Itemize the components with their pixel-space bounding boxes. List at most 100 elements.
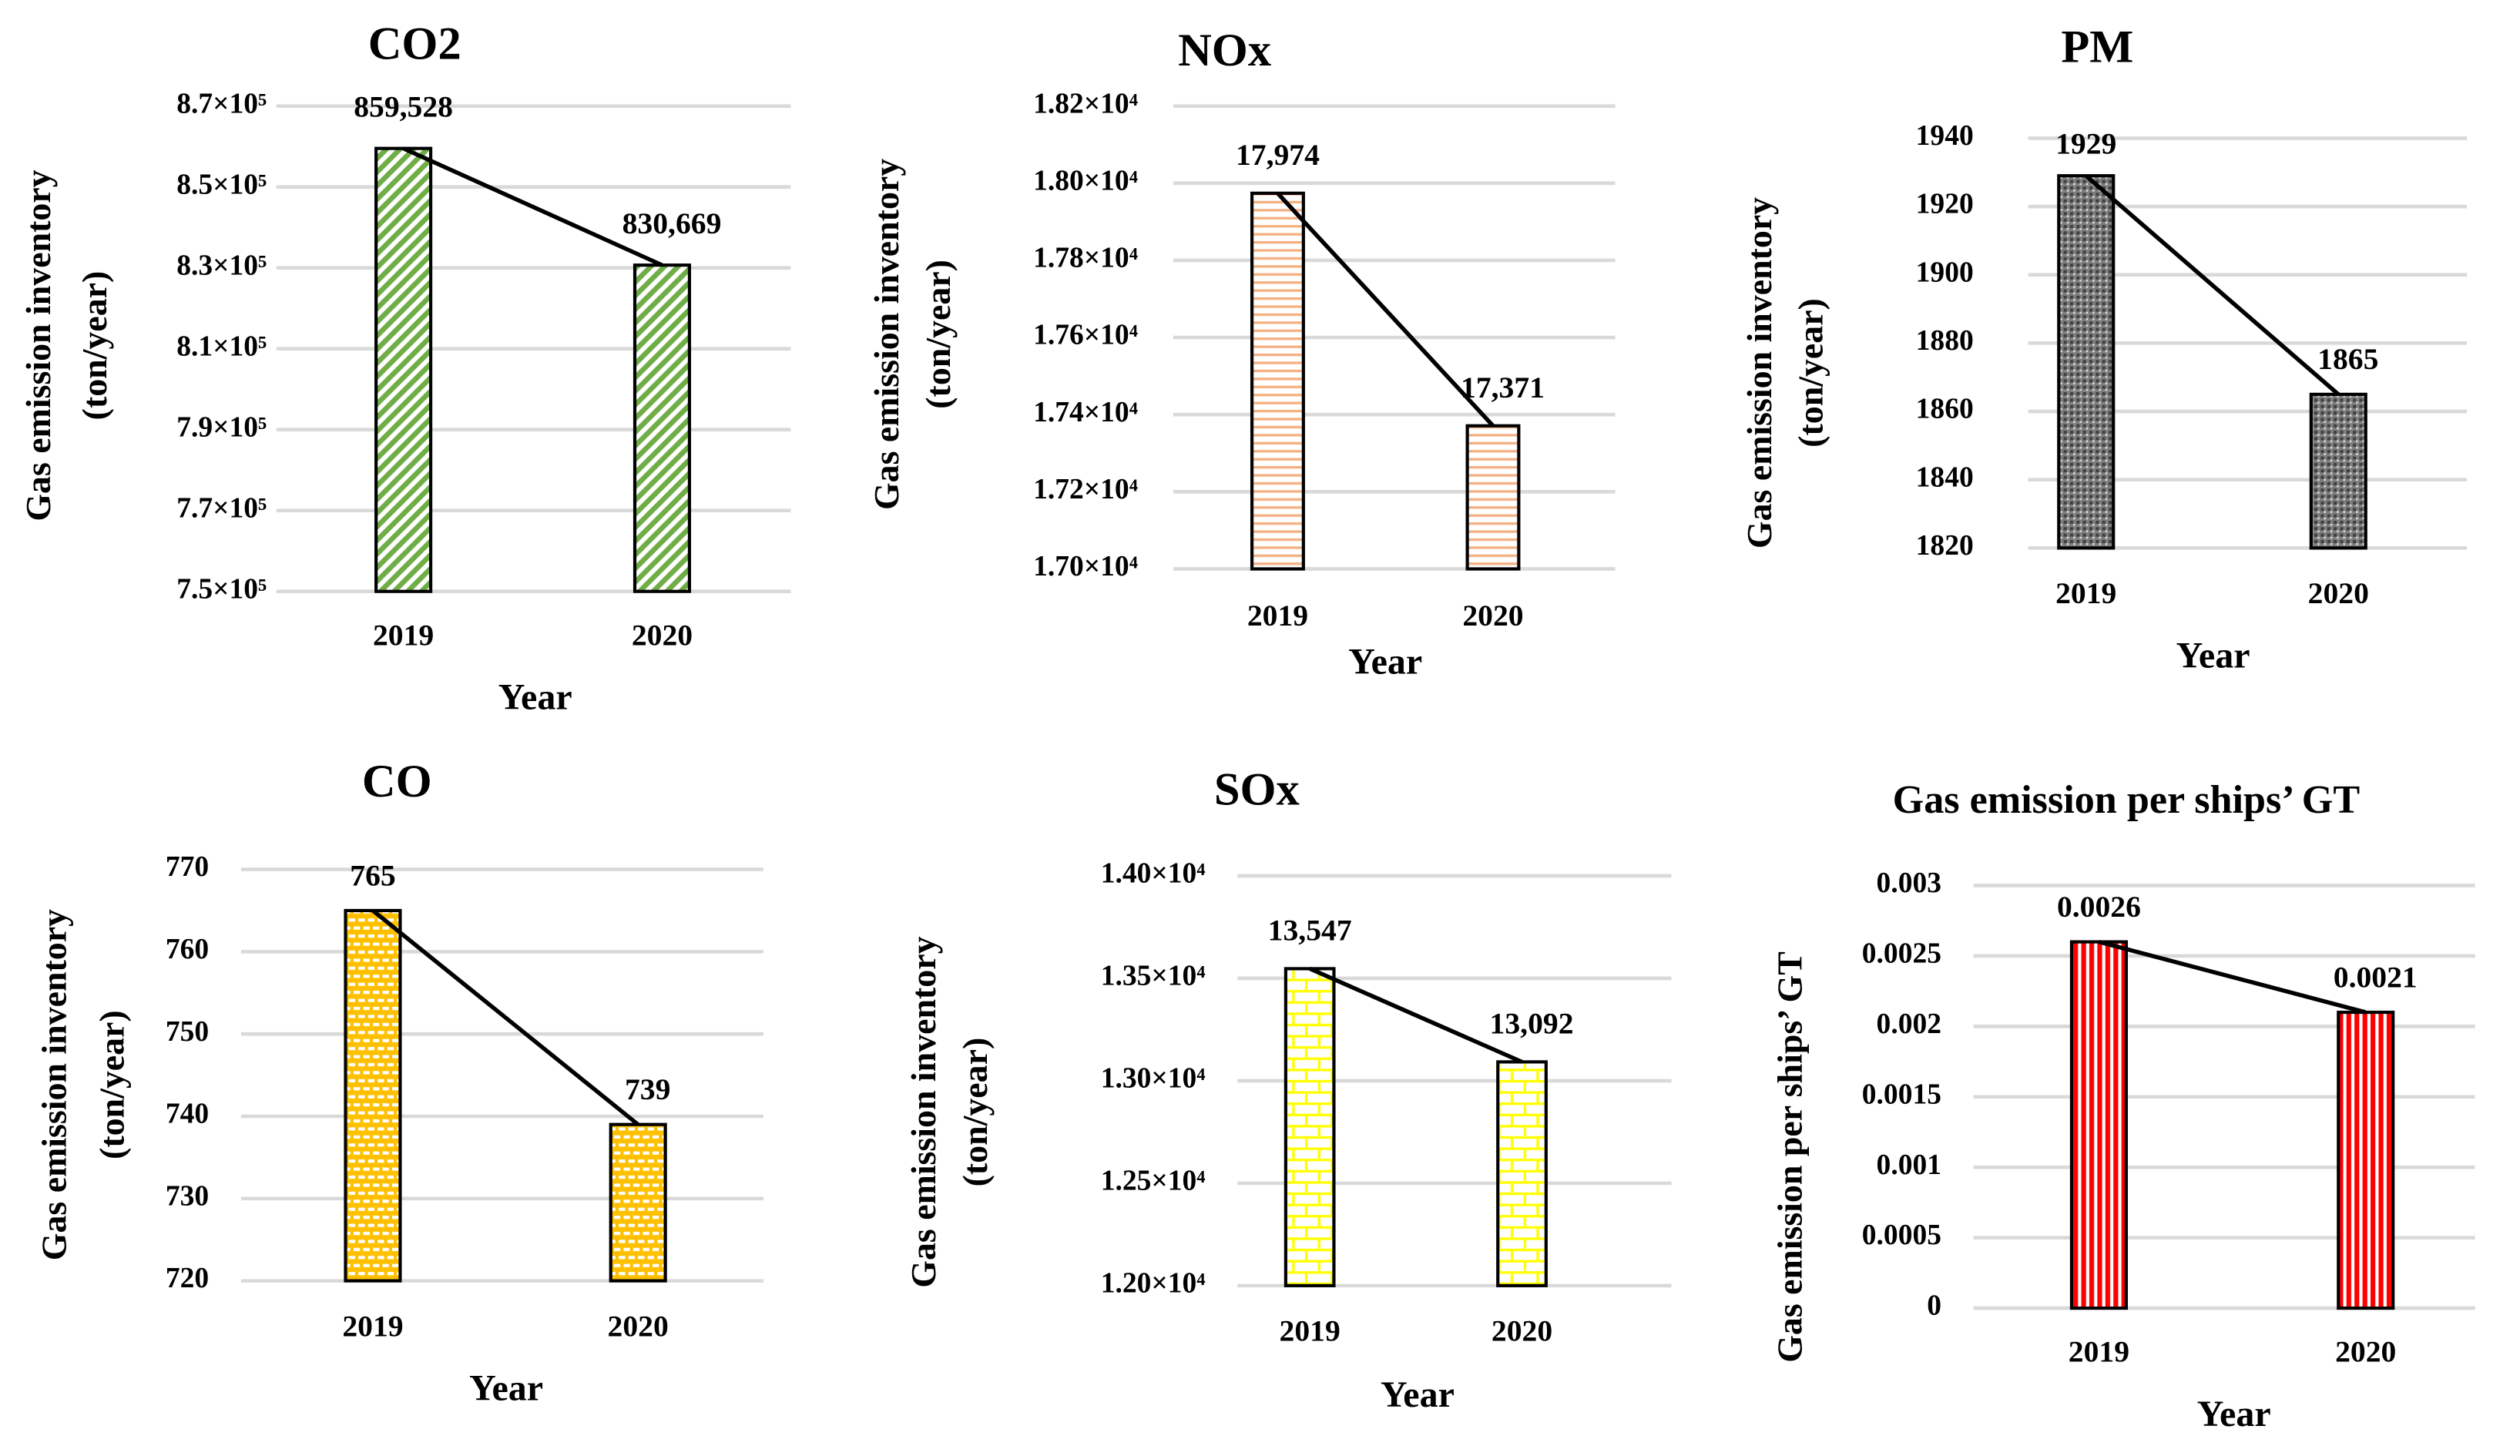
chart-pm: PM 1820 1840 1860 1880 1900 1920 1940 2019 2020 19… [1740, 22, 2468, 676]
x-axis-title: Year [469, 1368, 543, 1409]
y-tick-label: 1.74×10⁴ [1033, 397, 1138, 428]
y-axis-title: (ton/year) [1791, 298, 1830, 448]
y-tick-label: 1880 [1916, 325, 1974, 357]
data-label: 0.0021 [2334, 960, 2418, 994]
y-tick-label: 1.20×10⁴ [1101, 1267, 1206, 1299]
y-tick-label: 0.0015 [1862, 1079, 1941, 1110]
x-axis-title: Year [498, 677, 572, 718]
y-axis-title: (ton/year) [92, 1010, 132, 1159]
x-tick-label: 2020 [2335, 1335, 2396, 1369]
y-tick-label: 760 [166, 934, 209, 965]
y-tick-label: 7.5×10⁵ [176, 573, 267, 605]
x-tick-label: 2020 [632, 618, 693, 652]
x-tick-label: 2019 [373, 618, 434, 652]
y-tick-label: 8.7×10⁵ [176, 88, 267, 119]
data-label: 859,528 [354, 90, 453, 124]
y-tick-label: 8.3×10⁵ [176, 250, 267, 281]
y-axis-title: Gas emission inventory [904, 936, 943, 1287]
x-tick-label: 2020 [1492, 1314, 1552, 1348]
x-tick-label: 2020 [1462, 599, 1523, 632]
y-tick-label: 1.30×10⁴ [1101, 1063, 1206, 1095]
trend-line [402, 146, 663, 267]
bar-2019 [2057, 174, 2116, 550]
chart-title: NOx [1178, 25, 1271, 76]
trend-line [1309, 966, 1523, 1064]
y-tick-label: 1.70×10⁴ [1033, 551, 1138, 582]
data-label: 17,974 [1236, 138, 1320, 172]
chart-title: SOx [1214, 763, 1300, 815]
bar-2020 [1496, 1060, 1548, 1287]
y-axis-title: (ton/year) [955, 1038, 995, 1187]
y-tick-label: 770 [166, 851, 209, 883]
y-tick-label: 8.5×10⁵ [176, 169, 267, 200]
bar-2020 [609, 1122, 667, 1283]
y-tick-label: 1.40×10⁴ [1101, 858, 1206, 890]
y-tick-label: 7.7×10⁵ [176, 492, 267, 524]
x-tick-label: 2020 [608, 1309, 669, 1343]
data-label: 1929 [2055, 127, 2116, 161]
trend-line [1276, 191, 1495, 428]
y-tick-label: 730 [166, 1180, 209, 1212]
data-label: 1865 [2317, 342, 2378, 376]
bar-2020 [2337, 1010, 2395, 1310]
x-tick-label: 2019 [2055, 576, 2116, 610]
y-tick-label: 740 [166, 1099, 209, 1130]
x-tick-label: 2019 [1280, 1314, 1341, 1348]
y-axis-title: (ton/year) [75, 271, 114, 421]
trend-line [2098, 939, 2367, 1015]
y-tick-label: 0.002 [1877, 1008, 1941, 1040]
bar-2019 [1283, 967, 1336, 1287]
trend-line [2084, 174, 2340, 396]
chart-co2: CO2 7.5×10⁵ 7.7×10⁵ 7.9×10⁵ 8.1×10⁵ 8.3×10⁵ 8.… [18, 18, 791, 718]
x-tick-label: 2019 [342, 1309, 403, 1343]
y-axis-title: Gas emission inventory [18, 169, 58, 521]
data-label: 0.0026 [2057, 890, 2141, 924]
y-tick-label: 0.003 [1877, 867, 1941, 899]
y-tick-label: 1.82×10⁴ [1033, 88, 1138, 119]
y-tick-label: 1.76×10⁴ [1033, 320, 1138, 351]
y-tick-label: 0.0005 [1862, 1219, 1941, 1251]
y-axis-title: Gas emission per ships’ GT [1770, 951, 1810, 1363]
y-tick-label: 720 [166, 1263, 209, 1294]
y-tick-label: 1.78×10⁴ [1033, 243, 1138, 274]
bar-2020 [1465, 424, 1521, 571]
bar-2019 [374, 146, 433, 593]
chart-gt: Gas emission per ships’ GT 0 0.0005 0.001 0.… [1770, 778, 2475, 1434]
x-tick-label: 2019 [2069, 1335, 2129, 1369]
chart-title: CO2 [368, 18, 461, 69]
y-tick-label: 1860 [1916, 394, 1974, 425]
y-tick-label: 0 [1927, 1290, 1941, 1322]
y-tick-label: 1.35×10⁴ [1101, 961, 1206, 992]
y-axis-title: Gas emission inventory [1740, 197, 1779, 549]
y-tick-label: 1900 [1916, 257, 1974, 288]
y-tick-label: 1920 [1916, 189, 1974, 220]
data-label: 739 [625, 1072, 670, 1106]
y-tick-label: 1840 [1916, 461, 1974, 493]
chart-title: CO [362, 756, 432, 807]
y-tick-label: 0.0025 [1862, 938, 1941, 969]
x-tick-label: 2019 [1247, 599, 1308, 632]
data-label: 13,092 [1490, 1007, 1574, 1041]
y-axis-title: Gas emission inventory [867, 159, 906, 510]
x-tick-label: 2020 [2308, 576, 2369, 610]
y-tick-label: 1.80×10⁴ [1033, 165, 1138, 196]
bar-2020 [633, 263, 692, 593]
chart-nox: NOx 1.70×10⁴ 1.72×10⁴ 1.74×10⁴ 1.76×10⁴ 1.78×… [867, 25, 1616, 683]
trend-line [371, 908, 639, 1126]
chart-co: CO 720 730 740 750 760 770 2019 2020 765 739 Year Ga… [35, 756, 763, 1409]
x-axis-title: Year [1381, 1374, 1455, 1415]
data-label: 830,669 [622, 206, 722, 240]
y-tick-label: 1820 [1916, 530, 1974, 562]
y-tick-label: 1.25×10⁴ [1101, 1165, 1206, 1196]
x-axis-title: Year [2197, 1394, 2271, 1434]
y-tick-label: 7.9×10⁵ [176, 411, 267, 443]
y-axis-title: Gas emission inventory [35, 909, 74, 1260]
y-tick-label: 1.72×10⁴ [1033, 474, 1138, 505]
x-axis-title: Year [1348, 642, 1422, 683]
x-axis-title: Year [2176, 635, 2250, 676]
chart-sox: SOx 1.20×10⁴ 1.25×10⁴ 1.30×10⁴ 1.35×10⁴ 1.40×… [904, 763, 1672, 1415]
chart-title: Gas emission per ships’ GT [1893, 778, 2360, 822]
bar-2019 [2069, 940, 2128, 1310]
y-tick-label: 1940 [1916, 120, 1974, 152]
